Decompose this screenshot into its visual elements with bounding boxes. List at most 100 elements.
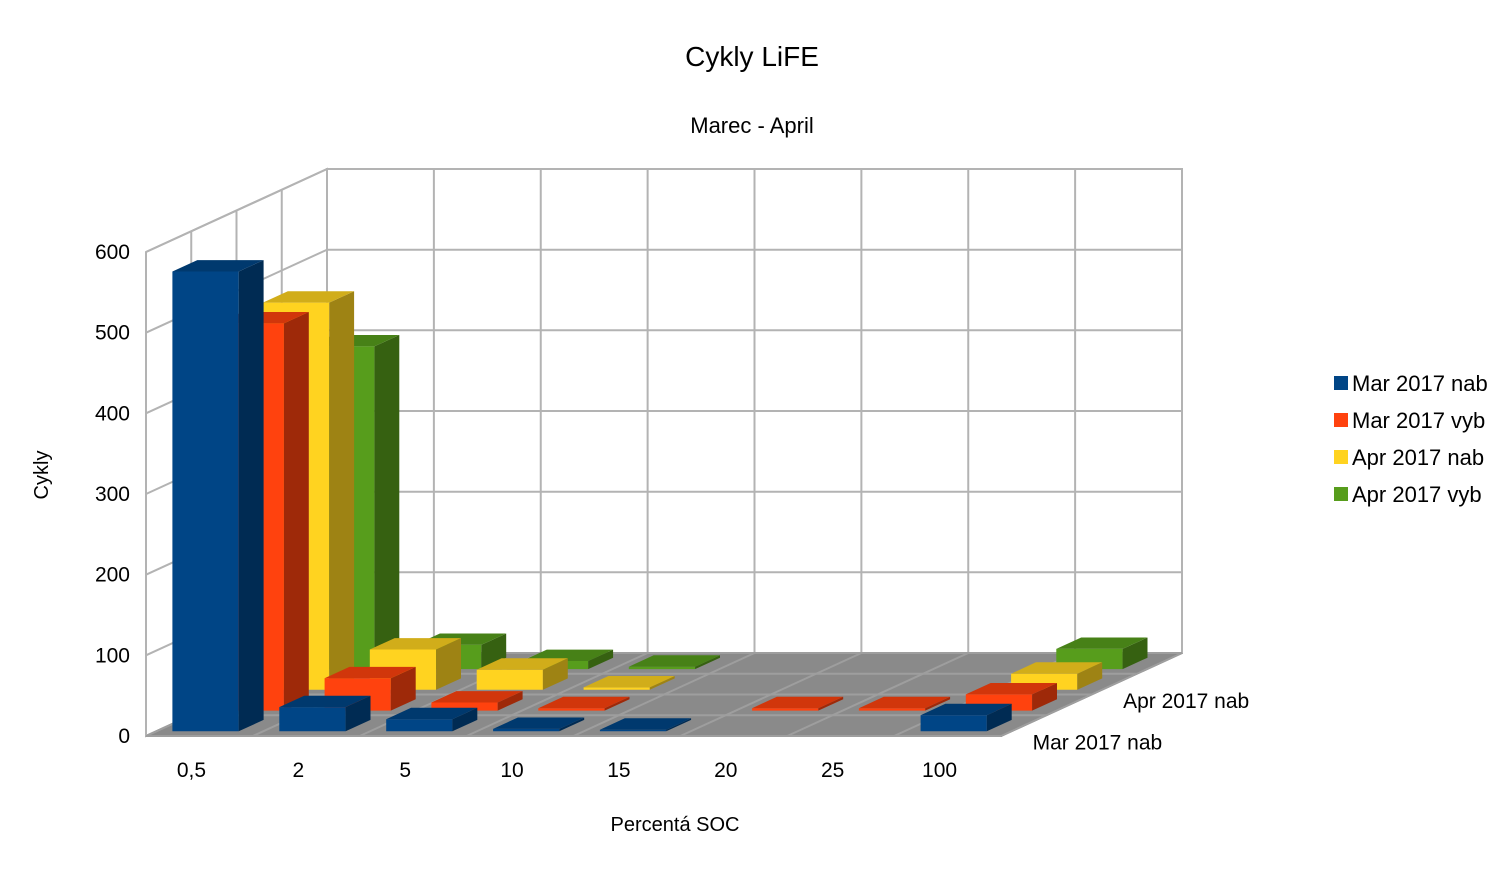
bar-top bbox=[1056, 637, 1148, 649]
bar-side bbox=[666, 718, 692, 732]
legend-label: Mar 2017 vyb bbox=[1352, 408, 1485, 433]
bar-front bbox=[752, 708, 819, 711]
bar-front bbox=[583, 687, 650, 690]
bar-side bbox=[345, 695, 371, 732]
x-tick-label: 0,5 bbox=[177, 759, 206, 782]
bar-top bbox=[521, 649, 614, 661]
legend-label: Mar 2017 nab bbox=[1352, 371, 1488, 396]
bar bbox=[599, 718, 692, 732]
bar-top bbox=[369, 638, 461, 650]
y-tick-label: 200 bbox=[95, 564, 130, 587]
bar-top bbox=[1011, 662, 1103, 674]
bar bbox=[628, 655, 720, 670]
bar-top bbox=[583, 676, 675, 688]
bar-side bbox=[329, 291, 355, 690]
bar-side bbox=[283, 312, 309, 711]
bar-top bbox=[965, 683, 1057, 695]
bar bbox=[476, 658, 568, 690]
bar-front bbox=[493, 728, 560, 732]
x-tick-label: 20 bbox=[714, 759, 737, 782]
depth-axis-ticks: Mar 2017 nab Apr 2017 nab bbox=[1033, 690, 1250, 755]
bar-front bbox=[538, 708, 605, 711]
bar-top bbox=[493, 717, 585, 729]
depth-tick-label: Mar 2017 nab bbox=[1033, 731, 1163, 754]
x-tick-label: 5 bbox=[399, 759, 411, 782]
bar-front bbox=[858, 708, 926, 711]
legend-swatch bbox=[1334, 413, 1348, 427]
bar-side bbox=[1077, 662, 1103, 690]
bar-top bbox=[628, 655, 720, 667]
bar-top bbox=[538, 696, 630, 709]
x-tick-label: 100 bbox=[922, 759, 957, 782]
bar-side bbox=[588, 649, 614, 670]
bar-top bbox=[476, 658, 568, 670]
bar-top bbox=[920, 703, 1012, 716]
bar-top bbox=[262, 291, 355, 303]
legend-label: Apr 2017 nab bbox=[1352, 445, 1484, 470]
x-tick-label: 15 bbox=[607, 759, 630, 782]
bar-side bbox=[390, 666, 416, 711]
y-tick-label: 400 bbox=[95, 402, 130, 425]
bar-front bbox=[599, 729, 667, 732]
bar-front bbox=[279, 707, 346, 732]
bar bbox=[538, 696, 630, 711]
depth-tick-label: Apr 2017 nab bbox=[1123, 690, 1249, 713]
bar-top bbox=[172, 260, 264, 272]
x-tick-label: 10 bbox=[500, 759, 523, 782]
legend-swatch bbox=[1334, 450, 1348, 464]
bar-side bbox=[649, 676, 675, 690]
legend-swatch bbox=[1334, 376, 1348, 390]
bar bbox=[172, 260, 264, 732]
x-tick-label: 25 bbox=[821, 759, 844, 782]
bar-side bbox=[559, 717, 585, 732]
bar-side bbox=[925, 696, 951, 711]
y-axis-title: Cykly bbox=[31, 451, 53, 500]
bar-side bbox=[497, 691, 523, 711]
bar-side bbox=[986, 703, 1012, 732]
bar-front bbox=[628, 666, 696, 670]
bar bbox=[493, 717, 585, 732]
bar-side bbox=[436, 638, 461, 690]
legend-label: Apr 2017 vyb bbox=[1352, 482, 1482, 507]
y-tick-label: 300 bbox=[95, 483, 130, 506]
bar-top bbox=[858, 696, 951, 709]
chart-title: Cykly LiFE bbox=[685, 41, 819, 72]
bar-side bbox=[1032, 683, 1057, 711]
bar bbox=[920, 703, 1012, 732]
bar-front bbox=[476, 669, 543, 690]
y-tick-label: 500 bbox=[95, 322, 130, 345]
bar-side bbox=[542, 658, 568, 690]
bar-side bbox=[818, 696, 844, 711]
bar-front bbox=[172, 271, 239, 732]
bars bbox=[172, 260, 1148, 732]
bar-top bbox=[431, 691, 523, 703]
y-tick-label: 0 bbox=[118, 725, 130, 748]
legend: Mar 2017 nab Mar 2017 vyb Apr 2017 nab Apr … bbox=[1334, 371, 1488, 507]
bar-top bbox=[279, 695, 371, 708]
legend-swatch bbox=[1334, 487, 1348, 501]
bar bbox=[752, 696, 844, 711]
bar-top bbox=[386, 707, 478, 720]
bar-side bbox=[238, 260, 264, 732]
bar bbox=[279, 695, 371, 732]
y-tick-label: 100 bbox=[95, 644, 130, 667]
bar bbox=[858, 696, 951, 711]
chart-subtitle: Marec - April bbox=[690, 113, 813, 138]
bar-side bbox=[604, 696, 630, 711]
y-tick-label: 600 bbox=[95, 241, 130, 264]
bar bbox=[386, 707, 478, 732]
bar-top bbox=[324, 666, 416, 679]
bar-top bbox=[599, 718, 692, 730]
bar-side bbox=[1122, 637, 1148, 670]
x-axis-title: Percentá SOC bbox=[611, 814, 740, 836]
x-tick-label: 2 bbox=[292, 759, 304, 782]
y-axis-ticks: 0 100 200 300 400 500 600 bbox=[95, 241, 130, 748]
x-axis-ticks: 0,5 2 5 10 15 20 25 100 bbox=[177, 759, 957, 782]
bar-side bbox=[695, 655, 720, 670]
bar-front bbox=[386, 719, 453, 732]
bar bbox=[583, 676, 675, 690]
bar-top bbox=[752, 696, 844, 709]
bar-front bbox=[920, 715, 987, 732]
